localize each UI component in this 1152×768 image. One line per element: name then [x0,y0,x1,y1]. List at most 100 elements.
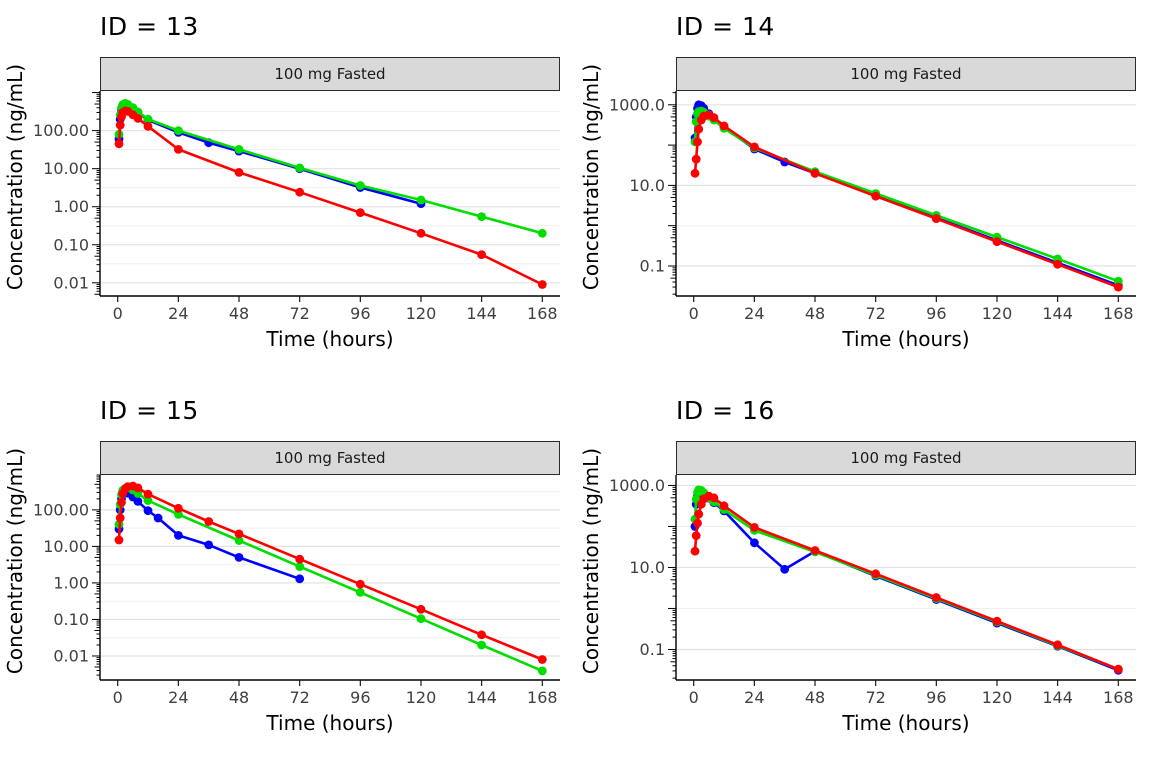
data-point-red [115,513,125,523]
x-tick-label: 96 [926,304,946,323]
y-tick-label: 0.1 [640,256,665,275]
data-point-red [234,529,244,539]
data-point-red [810,546,820,555]
plot-area: 0 24 48 72 96 120 144 168 1000.0 10.0 0.1 Concentra… [579,64,1136,323]
data-point-green [295,163,305,173]
data-point-green [234,145,244,154]
data-point-green [174,126,183,135]
y-tick-label: 1000.0 [609,476,665,495]
series-line-red [693,494,1120,671]
data-point-red [295,554,305,564]
x-tick-label: 24 [744,304,764,323]
x-tick-label: 120 [982,688,1013,707]
panel-title: ID = 14 [676,12,775,41]
y-axis-title: Concentration (ng/mL) [3,448,27,674]
data-point-red [234,168,244,177]
x-axis-title: Time (hours) [842,711,970,735]
data-point-red [719,501,729,511]
data-point-red [709,493,719,503]
y-tick-label: 1.00 [53,573,89,592]
x-tick-label: 168 [1103,688,1134,707]
data-point-red [1113,282,1123,292]
data-point-red [174,503,183,513]
x-axis-title: Time (hours) [266,711,394,735]
x-tick-label: 0 [113,304,123,323]
x-tick-label: 120 [982,304,1013,323]
data-point-red [871,569,881,579]
x-tick-label: 144 [1042,304,1073,323]
x-tick-label: 168 [527,688,558,707]
x-tick-label: 24 [168,688,188,707]
data-point-red [114,535,124,545]
data-point-red [690,168,700,178]
data-point-green [537,666,547,676]
data-point-red [693,137,702,147]
data-point-red [992,616,1002,626]
data-point-red [691,154,701,164]
x-tick-label: 96 [350,304,370,323]
x-tick-label: 168 [1103,304,1134,323]
x-axis-title: Time (hours) [842,327,970,351]
panel-title: ID = 13 [100,12,199,41]
data-point-red [416,228,426,238]
data-point-red [1113,664,1123,674]
data-point-red [117,498,126,507]
panel-id-13: ID = 13 100 mg Fasted 0 24 48 72 96 120 144 168… [0,0,576,384]
data-point-blue [204,540,214,550]
data-point-red [1053,640,1062,650]
series-line-red [117,109,544,286]
plot-area: 0 24 48 72 96 120 144 168 100.00 10.00 1.00 0.10 0.0… [3,448,560,707]
data-point-red [114,139,124,149]
data-point-red [719,121,729,131]
data-point-green [143,496,153,505]
x-tick-label: 48 [805,304,825,323]
x-axis-title: Time (hours) [266,327,394,351]
data-point-red [133,483,143,493]
y-tick-label: 0.10 [53,235,89,254]
facet-strip: 100 mg Fasted [100,441,560,475]
data-point-red [416,604,426,614]
data-point-red [709,113,719,122]
x-tick-label: 0 [689,304,699,323]
x-tick-label: 72 [289,304,309,323]
y-tick-label: 10.00 [43,537,89,556]
data-point-red [537,280,547,289]
data-point-blue [143,506,153,516]
data-point-red [694,124,704,134]
x-tick-label: 144 [466,688,497,707]
data-point-blue [750,538,759,548]
x-tick-label: 48 [229,304,249,323]
data-point-green [416,614,426,624]
x-tick-label: 0 [689,688,699,707]
data-point-green [143,114,153,124]
x-tick-label: 0 [113,688,123,707]
data-point-red [750,523,759,532]
x-tick-label: 24 [744,688,764,707]
y-tick-label: 10.00 [43,159,89,178]
series-line-blue [117,491,301,581]
data-point-red [477,250,486,259]
data-point-green [477,212,486,222]
x-tick-label: 72 [865,304,885,323]
x-tick-label: 144 [466,304,497,323]
plot-area: 0 24 48 72 96 120 144 168 100.00 10.00 1.00 0.10 0.0… [3,64,560,323]
data-point-red [174,145,183,154]
data-point-red [295,187,305,197]
data-point-red [204,517,214,526]
data-point-green [355,181,365,190]
x-tick-label: 168 [527,304,558,323]
data-point-red [750,142,759,152]
y-tick-label: 10.0 [629,176,665,195]
data-point-red [143,121,153,131]
data-point-red [690,546,700,556]
facet-strip: 100 mg Fasted [676,441,1136,475]
x-tick-label: 144 [1042,688,1073,707]
data-point-red [355,208,365,218]
panel-title: ID = 16 [676,396,775,425]
data-point-red [133,114,143,123]
panel-title: ID = 15 [100,396,199,425]
y-tick-label: 100.00 [33,500,89,519]
y-axis-title: Concentration (ng/mL) [579,64,603,290]
y-tick-label: 1000.0 [609,95,665,114]
